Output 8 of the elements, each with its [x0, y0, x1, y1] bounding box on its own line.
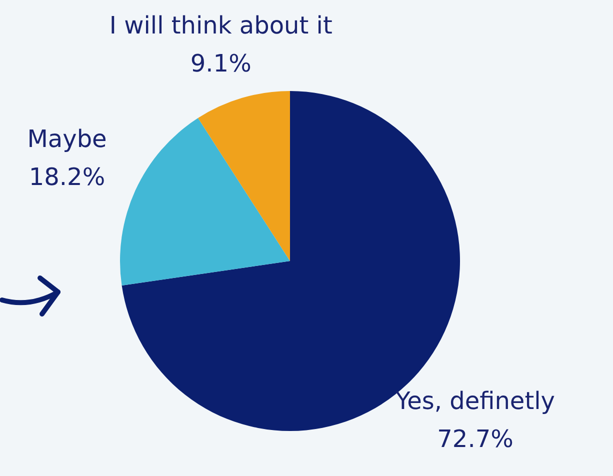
slice-label: I will think about it [109, 12, 332, 40]
data-label: 18.2% [28, 163, 106, 192]
slice-label: Maybe [27, 125, 107, 154]
pie-slice [120, 118, 290, 286]
pie-slice [198, 91, 290, 261]
data-label: 72.7% [437, 424, 514, 453]
data-label: 9.1% [190, 50, 252, 78]
slice-label: Yes, definetly [394, 386, 555, 415]
